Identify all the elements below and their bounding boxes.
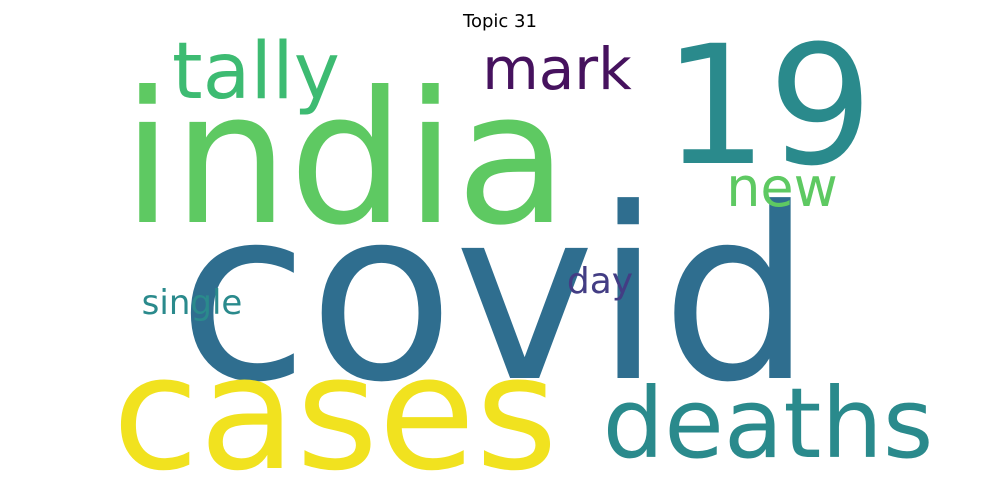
word-india: india — [122, 53, 568, 266]
word-tally: tally — [172, 27, 340, 117]
word-new: new — [726, 156, 838, 219]
word-single: single — [142, 283, 243, 323]
figure-title: Topic 31 — [463, 11, 537, 32]
word-mark: mark — [482, 35, 632, 103]
word-day: day — [567, 261, 633, 302]
word-covid: covid — [178, 158, 813, 435]
word-deaths: deaths — [603, 367, 934, 480]
word-cases: cases — [112, 322, 558, 500]
word-19: 19 — [663, 10, 873, 202]
